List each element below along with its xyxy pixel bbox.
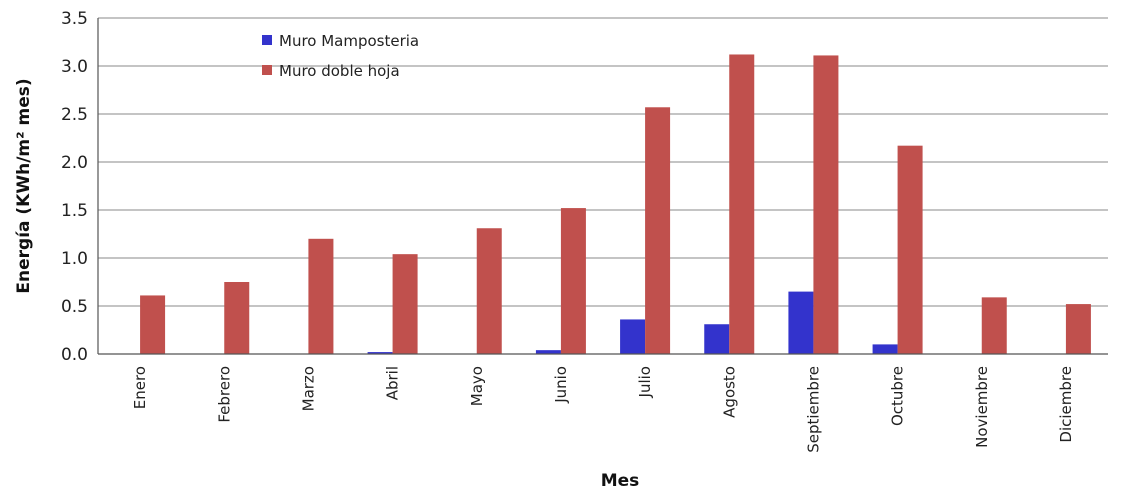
x-tick-label: Agosto <box>720 366 738 418</box>
x-axis-title: Mes <box>601 471 640 491</box>
bar-muro-doble-hoja-abril <box>392 254 418 354</box>
x-tick-label: Enero <box>131 366 149 409</box>
bar-muro-mamposteria-julio <box>620 319 646 354</box>
bar-muro-doble-hoja-mayo <box>476 228 502 354</box>
y-tick-label: 0.0 <box>61 345 88 365</box>
x-tick-label: Febrero <box>215 366 233 423</box>
bar-muro-doble-hoja-octubre <box>897 145 923 354</box>
gridlines <box>98 17 1108 307</box>
y-tick-label: 0.5 <box>61 297 88 317</box>
bars <box>140 54 1091 354</box>
x-tick-labels: Enero Febrero Marzo Abril Mayo Junio Julio Agos… <box>131 366 1075 453</box>
x-tick-label: Marzo <box>299 366 317 411</box>
x-tick-label: Octubre <box>889 366 907 426</box>
bar-muro-doble-hoja-marzo <box>308 238 334 354</box>
bar-muro-mamposteria-septiembre <box>788 291 814 354</box>
legend-label: Muro Mamposteria <box>279 32 419 50</box>
y-tick-label: 2.0 <box>61 153 88 173</box>
bar-muro-doble-hoja-noviembre <box>981 297 1007 354</box>
bar-muro-mamposteria-junio <box>535 350 561 354</box>
y-tick-labels: 0.0 0.5 1.0 1.5 2.0 2.5 3.0 3.5 <box>61 9 88 365</box>
x-tick-label: Junio <box>552 366 570 404</box>
bar-muro-doble-hoja-agosto <box>729 54 755 354</box>
legend-swatch <box>262 35 272 45</box>
bar-muro-doble-hoja-febrero <box>224 282 250 354</box>
y-tick-label: 1.0 <box>61 249 88 269</box>
x-tick-label: Julio <box>636 366 654 398</box>
legend-swatch <box>262 65 272 75</box>
bar-muro-doble-hoja-julio <box>645 107 671 354</box>
legend-label: Muro doble hoja <box>279 62 400 80</box>
bar-muro-doble-hoja-junio <box>560 208 586 354</box>
x-tick-label: Noviembre <box>973 366 991 448</box>
bar-muro-doble-hoja-diciembre <box>1065 304 1091 354</box>
y-tick-label: 2.5 <box>61 105 88 125</box>
x-tick-label: Septiembre <box>804 366 822 453</box>
bar-muro-mamposteria-abril <box>367 352 393 354</box>
y-tick-label: 3.0 <box>61 57 88 77</box>
bar-muro-mamposteria-octubre <box>872 344 898 354</box>
bar-muro-doble-hoja-septiembre <box>813 55 839 354</box>
y-axis-title: Energía (KWh/m² mes) <box>14 78 34 293</box>
x-tick-label: Mayo <box>468 366 486 406</box>
axes <box>97 18 1108 355</box>
x-tick-label: Diciembre <box>1057 366 1075 443</box>
y-tick-label: 1.5 <box>61 201 88 221</box>
y-tick-label: 3.5 <box>61 9 88 29</box>
x-tick-label: Abril <box>384 366 402 400</box>
bar-muro-mamposteria-agosto <box>704 324 730 354</box>
bar-muro-doble-hoja-enero <box>140 295 166 354</box>
legend: Muro Mamposteria Muro doble hoja <box>262 32 419 80</box>
